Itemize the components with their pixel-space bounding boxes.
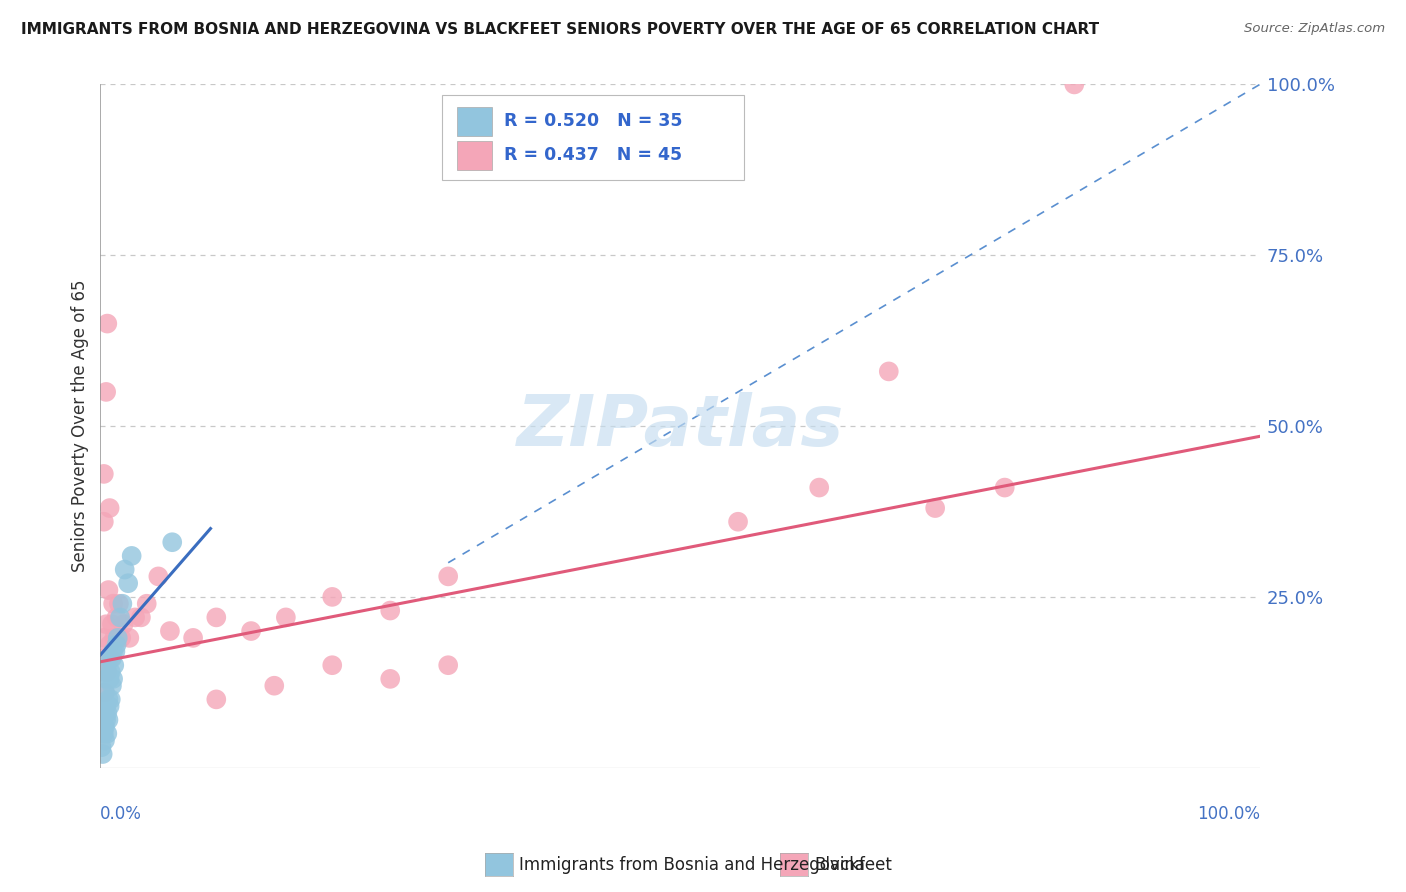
Point (274, 610, 297, 624)
Point (97, 692, 120, 706)
Point (91, 747, 114, 761)
Point (105, 610, 128, 624)
Point (162, 535, 184, 549)
Point (205, 692, 228, 706)
Y-axis label: Seniors Poverty Over the Age of 65: Seniors Poverty Over the Age of 65 (72, 280, 89, 573)
Text: Source: ZipAtlas.com: Source: ZipAtlas.com (1244, 22, 1385, 36)
Point (103, 631, 125, 645)
Text: ZIPatlas: ZIPatlas (516, 392, 844, 460)
Point (97, 713, 120, 727)
Point (94, 720, 117, 734)
Point (97, 582, 120, 597)
Point (924, 501, 946, 516)
Point (94, 617, 117, 632)
Point (159, 624, 181, 638)
Point (727, 515, 749, 529)
Point (110, 631, 132, 645)
Point (96, 665, 118, 679)
Point (105, 638, 128, 652)
Point (94, 665, 117, 679)
Point (205, 610, 228, 624)
Point (96, 726, 118, 740)
Text: Blackfeet: Blackfeet (814, 856, 891, 874)
Text: Immigrants from Bosnia and Herzegovina: Immigrants from Bosnia and Herzegovina (519, 856, 865, 874)
Point (104, 644, 127, 658)
Point (93, 631, 115, 645)
Text: R = 0.437   N = 45: R = 0.437 N = 45 (503, 145, 682, 164)
Point (321, 658, 343, 673)
Point (100, 651, 122, 665)
Point (96, 706, 118, 720)
Point (98, 638, 121, 652)
Point (114, 563, 136, 577)
Point (107, 631, 129, 645)
Text: R = 0.520   N = 35: R = 0.520 N = 35 (503, 112, 682, 129)
Point (94, 685, 117, 699)
Point (94, 384, 117, 399)
Point (1063, 78, 1085, 92)
Point (380, 672, 402, 686)
Point (91, 651, 114, 665)
Point (101, 644, 124, 658)
Point (877, 364, 900, 378)
Point (94, 685, 117, 699)
Point (240, 624, 263, 638)
Point (90, 740, 112, 755)
Point (108, 610, 131, 624)
FancyBboxPatch shape (457, 107, 492, 136)
Point (101, 672, 124, 686)
Point (108, 597, 131, 611)
Point (96, 665, 118, 679)
Point (94, 672, 117, 686)
Point (93, 699, 115, 714)
Point (96, 317, 118, 331)
Point (148, 569, 170, 583)
Point (94, 733, 117, 747)
FancyBboxPatch shape (457, 141, 492, 169)
Point (98, 672, 121, 686)
Point (101, 651, 124, 665)
Point (380, 603, 402, 617)
Point (93, 467, 115, 481)
Text: IMMIGRANTS FROM BOSNIA AND HERZEGOVINA VS BLACKFEET SENIORS POVERTY OVER THE AGE: IMMIGRANTS FROM BOSNIA AND HERZEGOVINA V… (21, 22, 1099, 37)
Point (808, 481, 831, 495)
Point (91, 720, 114, 734)
Point (112, 617, 135, 632)
Point (97, 651, 120, 665)
Point (121, 549, 143, 563)
Point (94, 713, 117, 727)
Point (98, 699, 121, 714)
Point (93, 515, 115, 529)
Point (101, 617, 124, 632)
Point (994, 481, 1017, 495)
Point (321, 590, 343, 604)
Point (181, 631, 204, 645)
Point (111, 597, 134, 611)
Text: 100.0%: 100.0% (1197, 805, 1260, 823)
Point (94, 699, 117, 714)
Point (135, 597, 157, 611)
Point (118, 631, 141, 645)
Point (437, 658, 460, 673)
Text: 0.0%: 0.0% (100, 805, 142, 823)
Point (129, 610, 152, 624)
FancyBboxPatch shape (443, 95, 744, 180)
Point (101, 597, 124, 611)
Point (101, 679, 124, 693)
Point (100, 692, 122, 706)
Point (93, 726, 115, 740)
Point (103, 658, 125, 673)
Point (98, 501, 121, 516)
Point (124, 610, 146, 624)
Point (263, 679, 285, 693)
Point (100, 665, 122, 679)
Point (117, 576, 139, 591)
Point (437, 569, 460, 583)
